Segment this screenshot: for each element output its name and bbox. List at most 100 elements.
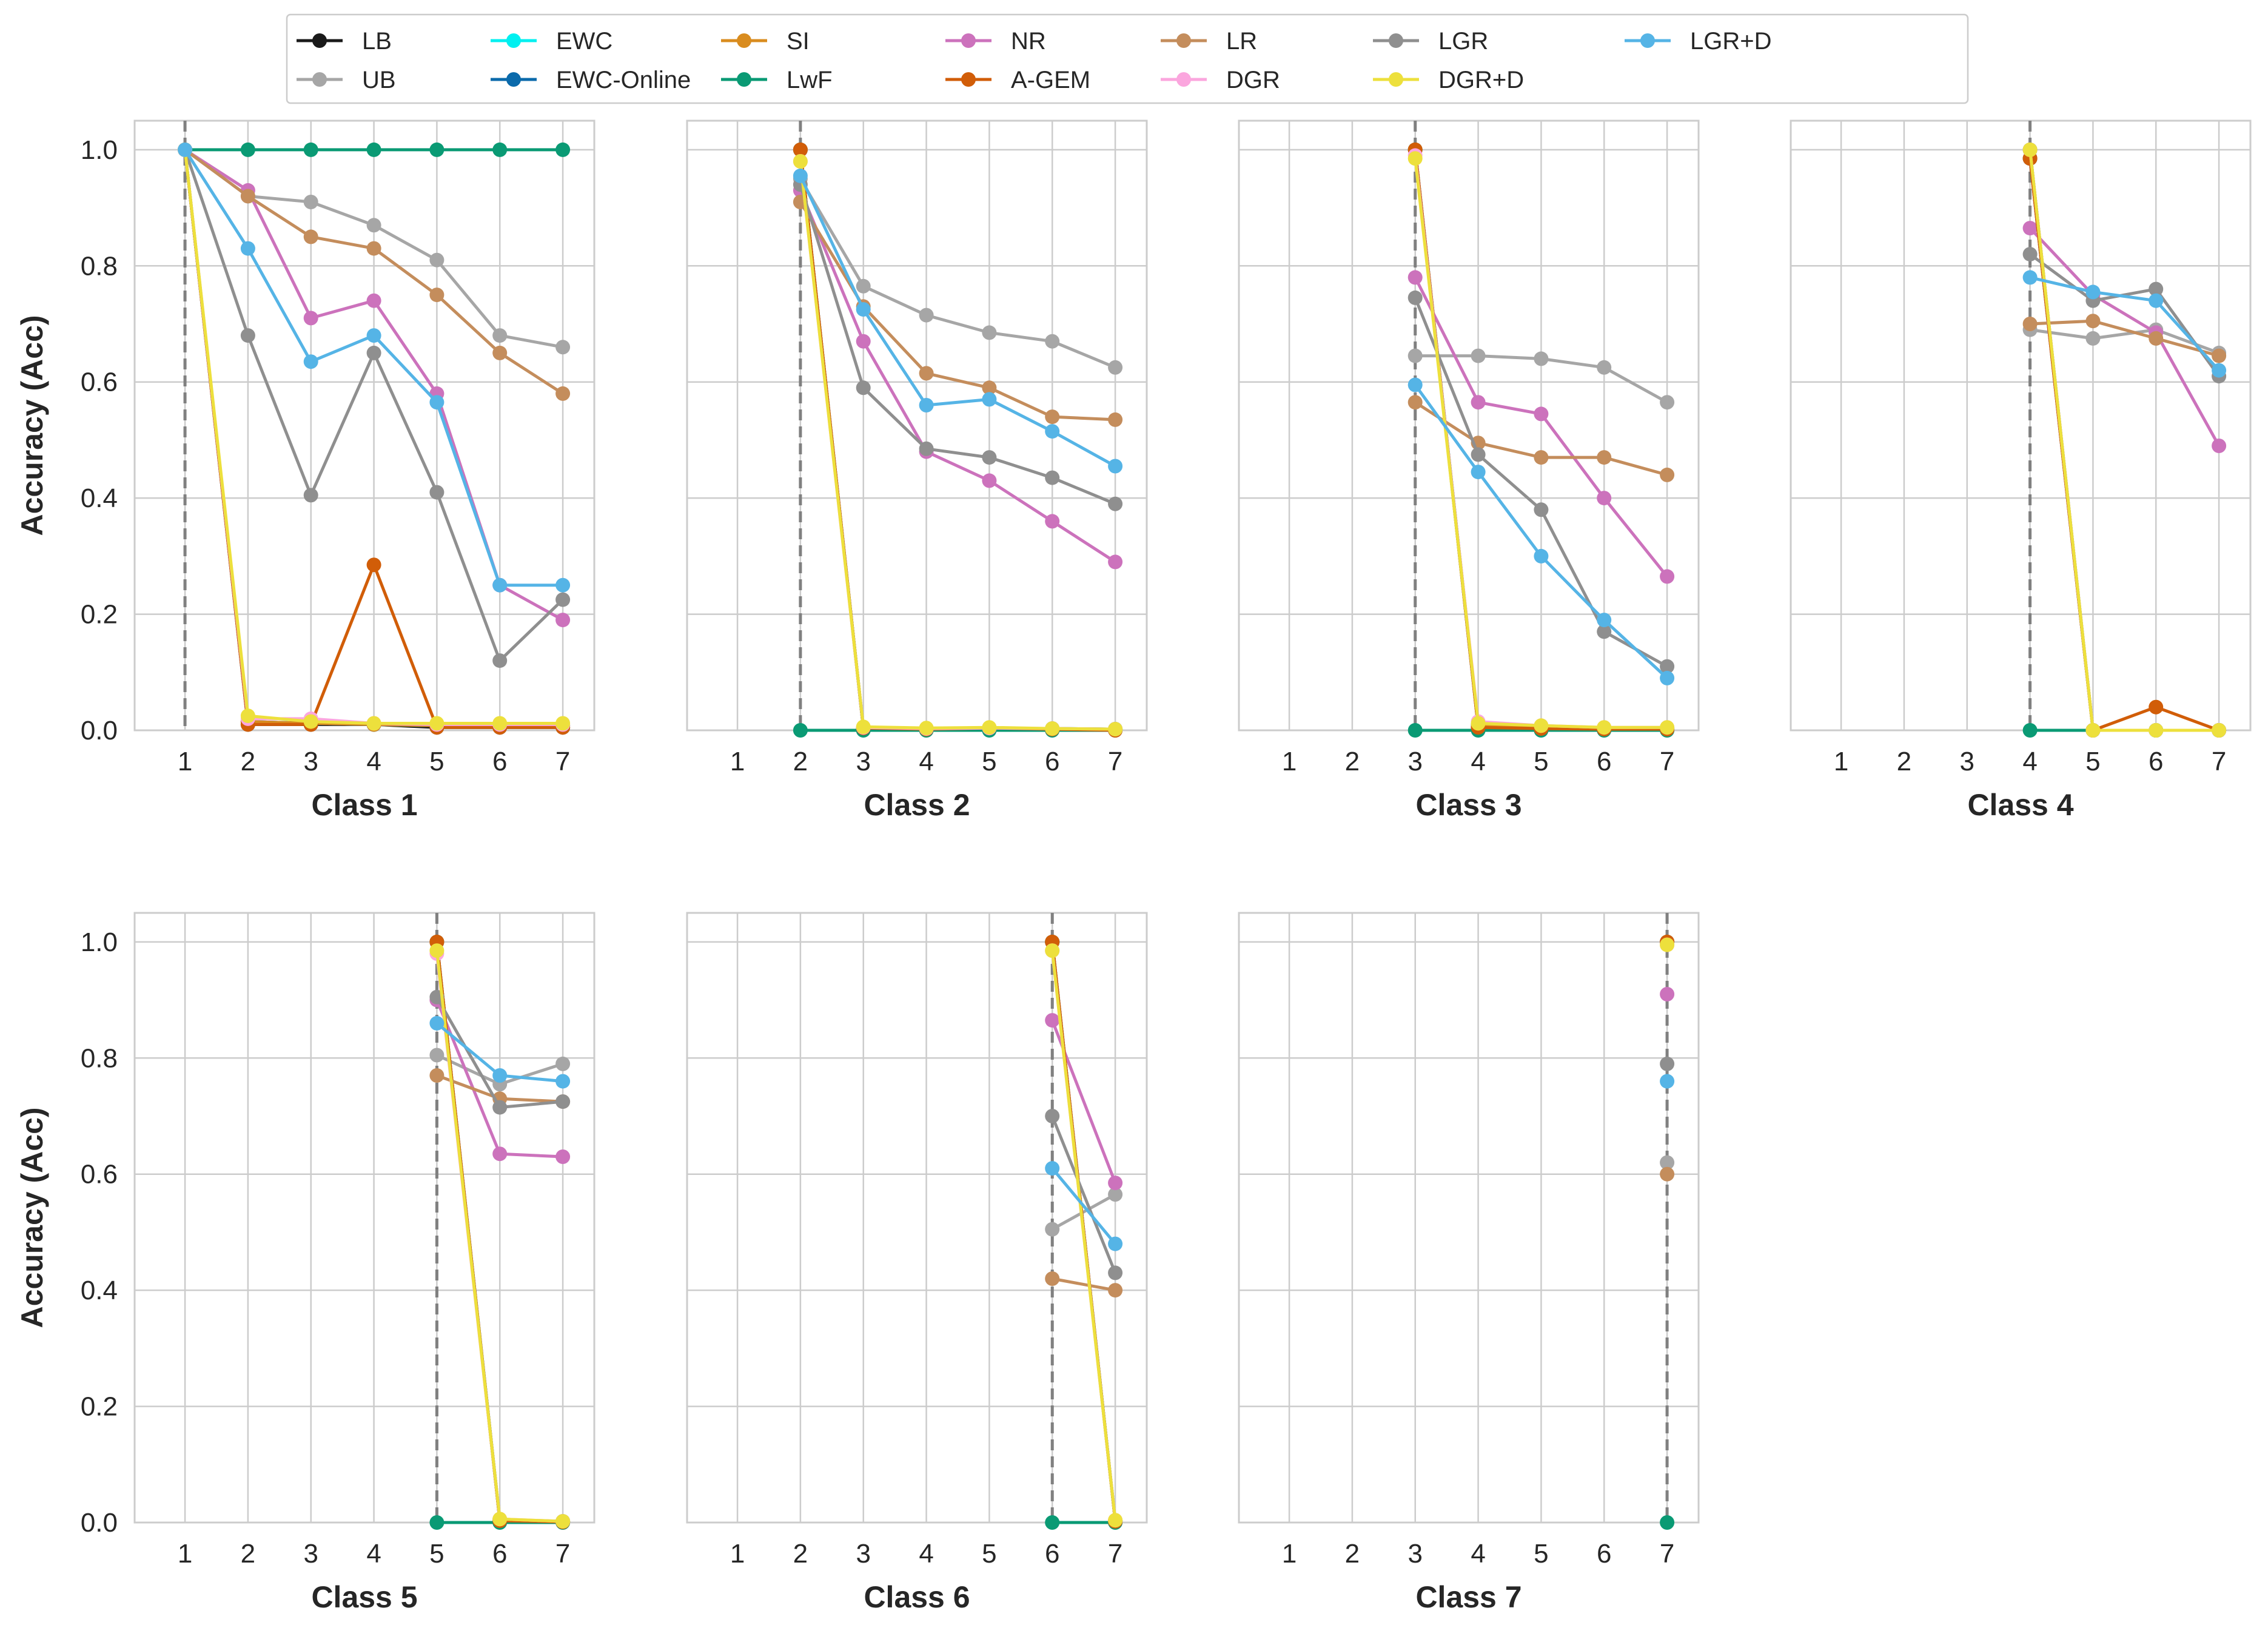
data-point-lr [2212, 348, 2227, 363]
legend-item-dgr-plus-d: DGR+D [1373, 67, 1524, 93]
series-dgr-plus-d [793, 154, 1123, 737]
data-point-dgr-plus-d [492, 716, 508, 731]
x-tick-label: 5 [429, 1539, 444, 1569]
data-point-nr [1045, 514, 1060, 529]
series-line-lgr-plus-d [799, 175, 1116, 468]
x-axis-title: Class 7 [1415, 1580, 1522, 1614]
data-point-nr [1108, 1176, 1123, 1191]
y-axis-title: Accuracy (Acc) [15, 315, 49, 536]
data-point-dgr-plus-d [1045, 721, 1060, 736]
series-lgr-plus-d [793, 168, 1123, 474]
x-tick-label: 3 [1407, 1539, 1422, 1569]
x-tick-label: 5 [982, 1539, 996, 1569]
data-point-lr [919, 366, 934, 381]
data-point-dgr-plus-d [919, 721, 934, 736]
data-point-lgr-plus-d [1660, 1074, 1675, 1089]
x-tick-label: 5 [1534, 1539, 1548, 1569]
series-line-nr [799, 189, 1116, 564]
plot-frame [1238, 912, 1700, 1524]
legend-label-lb: LB [362, 28, 392, 55]
data-point-lgr [2022, 247, 2038, 262]
legend-label-lwf: LwF [787, 67, 833, 93]
legend-label-a-gem: A-GEM [1011, 67, 1090, 93]
data-point-lwf [793, 723, 808, 738]
data-point-lwf [1660, 1515, 1675, 1530]
y-tick-label: 0.2 [81, 600, 118, 630]
data-point-lgr [1660, 659, 1675, 674]
legend-label-ub: UB [362, 67, 396, 93]
series-lgr-plus-d [2022, 270, 2227, 378]
data-point-lgr [555, 1094, 571, 1109]
data-point-lwf [240, 142, 255, 157]
y-tick-label: 0.2 [81, 1392, 118, 1422]
legend-marker-a-gem [961, 72, 976, 87]
data-point-a-gem [366, 557, 381, 573]
legend-item-ewc: EWC [491, 28, 612, 55]
data-point-nr [555, 1149, 571, 1164]
series-line-dgr-plus-d [799, 161, 1116, 731]
legend-item-lr: LR [1161, 28, 1257, 55]
data-point-lr [555, 386, 571, 401]
legend-label-dgr: DGR [1226, 67, 1280, 93]
data-point-nr [1660, 569, 1675, 584]
x-tick-label: 1 [178, 747, 192, 776]
series-lgr-plus-d [429, 1015, 571, 1089]
data-point-lr [1108, 1283, 1123, 1298]
data-point-lgr [1471, 447, 1486, 462]
x-tick-label: 5 [429, 747, 444, 776]
data-point-dgr-plus-d [1534, 718, 1549, 733]
data-point-lgr [429, 485, 445, 500]
data-point-lgr-plus-d [178, 142, 193, 157]
x-tick-label: 3 [1959, 747, 1974, 776]
legend-marker-lgr-plus-d [1640, 33, 1655, 48]
data-point-dgr-plus-d [303, 714, 318, 729]
data-point-lgr-plus-d [982, 392, 997, 407]
data-point-nr [303, 311, 318, 326]
x-tick-label: 1 [730, 1539, 745, 1569]
data-point-nr [1045, 1013, 1060, 1028]
legend-marker-nr [961, 33, 976, 48]
x-tick-label: 5 [982, 747, 996, 776]
data-point-ub [429, 1048, 445, 1063]
plot-area [135, 121, 594, 730]
series-lgr [1045, 1109, 1123, 1280]
data-point-ub [982, 325, 997, 340]
series-lgr-plus-d [1045, 1161, 1123, 1251]
data-point-nr [492, 1146, 508, 1162]
series-nr [1660, 987, 1675, 1001]
x-tick-label: 3 [856, 747, 870, 776]
legend-item-lb: LB [297, 28, 392, 55]
data-point-lgr-plus-d [1597, 613, 1612, 628]
series-lgr-plus-d [178, 142, 571, 593]
data-point-nr [555, 613, 571, 628]
data-point-lr [366, 241, 381, 256]
data-point-dgr-plus-d [1108, 1513, 1123, 1528]
series-lgr [178, 142, 571, 668]
data-point-nr [2212, 439, 2227, 453]
x-tick-label: 7 [1660, 747, 1674, 776]
data-point-lr [1045, 1271, 1060, 1286]
data-point-dgr-plus-d [2085, 723, 2101, 738]
x-tick-label: 7 [1108, 1539, 1122, 1569]
data-point-lgr-plus-d [1108, 1236, 1123, 1251]
x-tick-label: 7 [2212, 747, 2226, 776]
legend-marker-ewc-online [506, 72, 521, 87]
series-lgr-plus-d [1660, 1074, 1675, 1089]
data-point-lgr [492, 653, 508, 668]
x-tick-label: 3 [856, 1539, 870, 1569]
data-point-lgr [366, 345, 381, 360]
data-point-dgr-plus-d [555, 716, 571, 731]
series-ub [793, 171, 1123, 375]
series-line-lr [1052, 1277, 1116, 1292]
x-tick-label: 3 [303, 747, 318, 776]
data-point-dgr-plus-d [1660, 720, 1675, 735]
x-tick-label: 7 [1108, 747, 1122, 776]
series-lgr [1660, 1056, 1675, 1071]
data-point-ub [1660, 1155, 1675, 1170]
data-point-lwf [429, 1515, 445, 1530]
legend-item-nr: NR [945, 28, 1046, 55]
plot-frame [133, 912, 596, 1524]
x-tick-label: 5 [1534, 747, 1548, 776]
data-point-ub [2085, 331, 2101, 346]
legend-label-lgr: LGR [1438, 28, 1488, 55]
